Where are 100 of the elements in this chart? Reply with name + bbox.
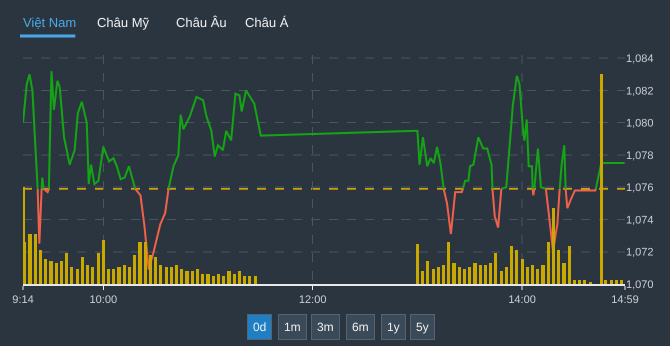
y-tick-label: 1,076: [626, 182, 654, 194]
bar: [452, 263, 456, 284]
bar: [28, 234, 32, 284]
bar: [547, 242, 550, 284]
bar: [170, 267, 173, 284]
bar: [243, 276, 246, 284]
bar: [76, 269, 79, 284]
y-tick-label: 1,078: [626, 150, 654, 162]
x-tick-label: 12:00: [298, 294, 326, 306]
bar: [185, 271, 189, 284]
bar: [154, 257, 157, 284]
bar: [248, 276, 251, 284]
bar: [437, 267, 440, 284]
bar: [573, 280, 576, 284]
text: Châu Âu: [176, 15, 227, 30]
y-tick-label: 1,084: [626, 53, 654, 66]
text: 3m: [317, 320, 334, 334]
bar: [227, 271, 231, 284]
bar: [107, 269, 110, 284]
bar: [610, 280, 613, 284]
x-tick-label: 9:14: [12, 294, 34, 306]
bar: [473, 263, 477, 284]
bar: [494, 253, 497, 284]
bar: [426, 261, 429, 284]
bar: [552, 208, 555, 284]
bar: [39, 250, 42, 284]
bar: [620, 280, 623, 284]
text: 6m: [352, 320, 369, 334]
bar: [34, 234, 37, 284]
text: Châu Á: [245, 15, 289, 30]
bar: [117, 267, 121, 284]
y-tick-label: 1,070: [626, 278, 654, 291]
text: Châu Mỹ: [97, 15, 150, 30]
bar: [505, 267, 508, 284]
bar: [191, 271, 194, 284]
bar: [138, 242, 142, 284]
bar: [500, 271, 503, 284]
bar: [201, 274, 204, 284]
bar: [254, 276, 257, 284]
bar: [97, 253, 100, 284]
bar: [562, 263, 566, 284]
text: Việt Nam: [23, 15, 76, 30]
bar: [526, 267, 529, 284]
bar: [206, 274, 210, 284]
bar: [133, 255, 136, 284]
bar: [112, 269, 115, 284]
x-tick-label: 10:00: [90, 294, 118, 306]
bar: [123, 265, 126, 284]
bar: [521, 259, 524, 284]
y-tick-label: 1,072: [626, 246, 654, 259]
bar: [615, 280, 618, 284]
bar: [159, 265, 162, 284]
bar: [44, 259, 47, 284]
x-tick-label: 14:00: [508, 294, 536, 306]
bar: [180, 269, 183, 284]
bar: [489, 263, 492, 284]
x-tick-label: 14:59: [611, 294, 639, 306]
bar: [144, 242, 147, 284]
bar: [458, 267, 461, 284]
bar: [175, 265, 178, 284]
bar: [463, 269, 466, 284]
text: 0d: [253, 320, 266, 334]
bar: [128, 267, 131, 284]
bar: [91, 267, 94, 284]
bar: [557, 250, 560, 284]
bar: [421, 271, 424, 284]
bar: [60, 261, 63, 284]
text: 1m: [284, 320, 301, 334]
bar: [81, 257, 84, 284]
bar: [65, 253, 68, 284]
bar: [531, 265, 534, 284]
bar: [479, 265, 482, 284]
bar: [510, 246, 513, 284]
bar: [568, 246, 571, 284]
bar: [70, 267, 73, 284]
bar: [212, 276, 215, 284]
bar: [149, 255, 152, 284]
bar: [102, 240, 105, 284]
text: 1y: [387, 320, 400, 334]
bar: [196, 269, 199, 284]
bar: [55, 263, 58, 284]
bar: [515, 250, 518, 284]
bar: [165, 267, 168, 284]
y-tick-label: 1,074: [626, 214, 654, 226]
bar: [238, 271, 241, 284]
bar: [600, 74, 603, 284]
bar: [49, 261, 53, 284]
bar: [416, 244, 419, 284]
bar: [447, 242, 450, 284]
bar: [442, 265, 445, 284]
text: 5y: [416, 320, 429, 334]
bar: [578, 280, 581, 284]
bar: [541, 265, 545, 284]
bar: [233, 274, 236, 284]
bar: [432, 269, 435, 284]
bar: [484, 265, 487, 284]
y-tick-label: 1,080: [626, 118, 654, 130]
y-tick-label: 1,082: [626, 85, 654, 98]
bar: [583, 280, 586, 284]
bar: [468, 267, 471, 284]
